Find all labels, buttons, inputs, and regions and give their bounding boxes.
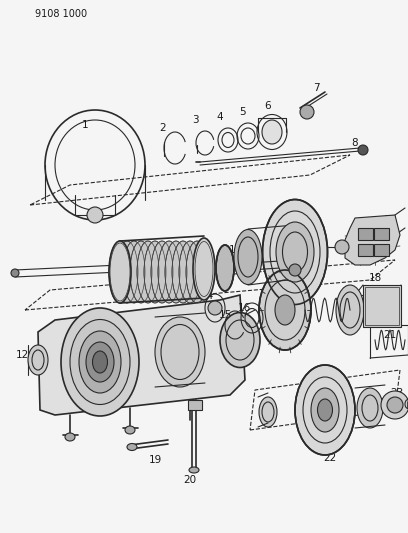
Text: 19: 19 bbox=[149, 455, 162, 465]
Ellipse shape bbox=[259, 397, 277, 427]
Ellipse shape bbox=[189, 467, 199, 473]
Ellipse shape bbox=[193, 238, 215, 300]
Ellipse shape bbox=[130, 241, 152, 303]
Ellipse shape bbox=[127, 443, 137, 450]
Text: 20: 20 bbox=[184, 475, 197, 485]
Text: 10: 10 bbox=[228, 245, 242, 255]
Ellipse shape bbox=[186, 241, 208, 303]
Ellipse shape bbox=[317, 399, 333, 421]
Text: 22: 22 bbox=[324, 453, 337, 463]
Text: 4: 4 bbox=[217, 112, 223, 122]
Ellipse shape bbox=[259, 270, 311, 350]
Text: 1: 1 bbox=[82, 120, 88, 130]
Text: 2: 2 bbox=[160, 123, 166, 133]
Ellipse shape bbox=[275, 295, 295, 325]
Bar bbox=[374, 244, 389, 256]
Bar bbox=[358, 244, 373, 256]
Text: 7: 7 bbox=[313, 83, 319, 93]
Text: 12: 12 bbox=[16, 350, 29, 360]
Ellipse shape bbox=[144, 241, 166, 303]
Ellipse shape bbox=[295, 365, 355, 455]
Ellipse shape bbox=[155, 317, 205, 387]
Ellipse shape bbox=[336, 285, 364, 335]
Ellipse shape bbox=[262, 199, 328, 304]
Circle shape bbox=[11, 269, 19, 277]
Ellipse shape bbox=[357, 388, 383, 428]
Ellipse shape bbox=[86, 342, 114, 382]
Polygon shape bbox=[345, 215, 400, 265]
Text: 18: 18 bbox=[368, 273, 381, 283]
Text: 8: 8 bbox=[352, 138, 358, 148]
Ellipse shape bbox=[172, 241, 194, 303]
Ellipse shape bbox=[151, 241, 173, 303]
Text: 15: 15 bbox=[218, 310, 232, 320]
Text: 14: 14 bbox=[200, 291, 214, 301]
Circle shape bbox=[387, 397, 403, 413]
Text: 11: 11 bbox=[384, 215, 397, 225]
Ellipse shape bbox=[93, 351, 107, 373]
Ellipse shape bbox=[125, 426, 135, 434]
Text: 16: 16 bbox=[237, 303, 251, 313]
Circle shape bbox=[87, 207, 103, 223]
Bar bbox=[358, 228, 373, 240]
Ellipse shape bbox=[276, 222, 314, 282]
Ellipse shape bbox=[116, 241, 138, 303]
Bar bbox=[363, 285, 401, 327]
Bar bbox=[365, 287, 399, 325]
Text: 9: 9 bbox=[115, 245, 121, 255]
Circle shape bbox=[381, 391, 408, 419]
Ellipse shape bbox=[109, 241, 131, 303]
Bar bbox=[188, 400, 202, 410]
Circle shape bbox=[300, 105, 314, 119]
Circle shape bbox=[208, 301, 222, 315]
Text: 5: 5 bbox=[239, 107, 245, 117]
Text: 9108 1000: 9108 1000 bbox=[35, 9, 87, 19]
Ellipse shape bbox=[109, 241, 131, 303]
Ellipse shape bbox=[70, 319, 130, 405]
Ellipse shape bbox=[311, 388, 339, 432]
Ellipse shape bbox=[28, 345, 48, 375]
Ellipse shape bbox=[61, 308, 139, 416]
Circle shape bbox=[335, 240, 349, 254]
Circle shape bbox=[289, 264, 301, 276]
Ellipse shape bbox=[179, 241, 201, 303]
Ellipse shape bbox=[262, 120, 282, 144]
Text: 13: 13 bbox=[89, 320, 102, 330]
Circle shape bbox=[358, 145, 368, 155]
Ellipse shape bbox=[165, 241, 187, 303]
Text: 3: 3 bbox=[192, 115, 198, 125]
Ellipse shape bbox=[79, 331, 121, 393]
Text: 6: 6 bbox=[265, 101, 271, 111]
Polygon shape bbox=[38, 295, 245, 415]
Bar bbox=[374, 228, 389, 240]
Ellipse shape bbox=[220, 312, 260, 367]
Ellipse shape bbox=[216, 245, 234, 291]
Text: 23: 23 bbox=[390, 388, 404, 398]
Ellipse shape bbox=[158, 241, 180, 303]
Ellipse shape bbox=[123, 241, 145, 303]
Text: 21: 21 bbox=[384, 330, 397, 340]
Text: 17: 17 bbox=[273, 285, 287, 295]
Ellipse shape bbox=[234, 230, 262, 285]
Ellipse shape bbox=[137, 241, 159, 303]
Ellipse shape bbox=[65, 433, 75, 441]
